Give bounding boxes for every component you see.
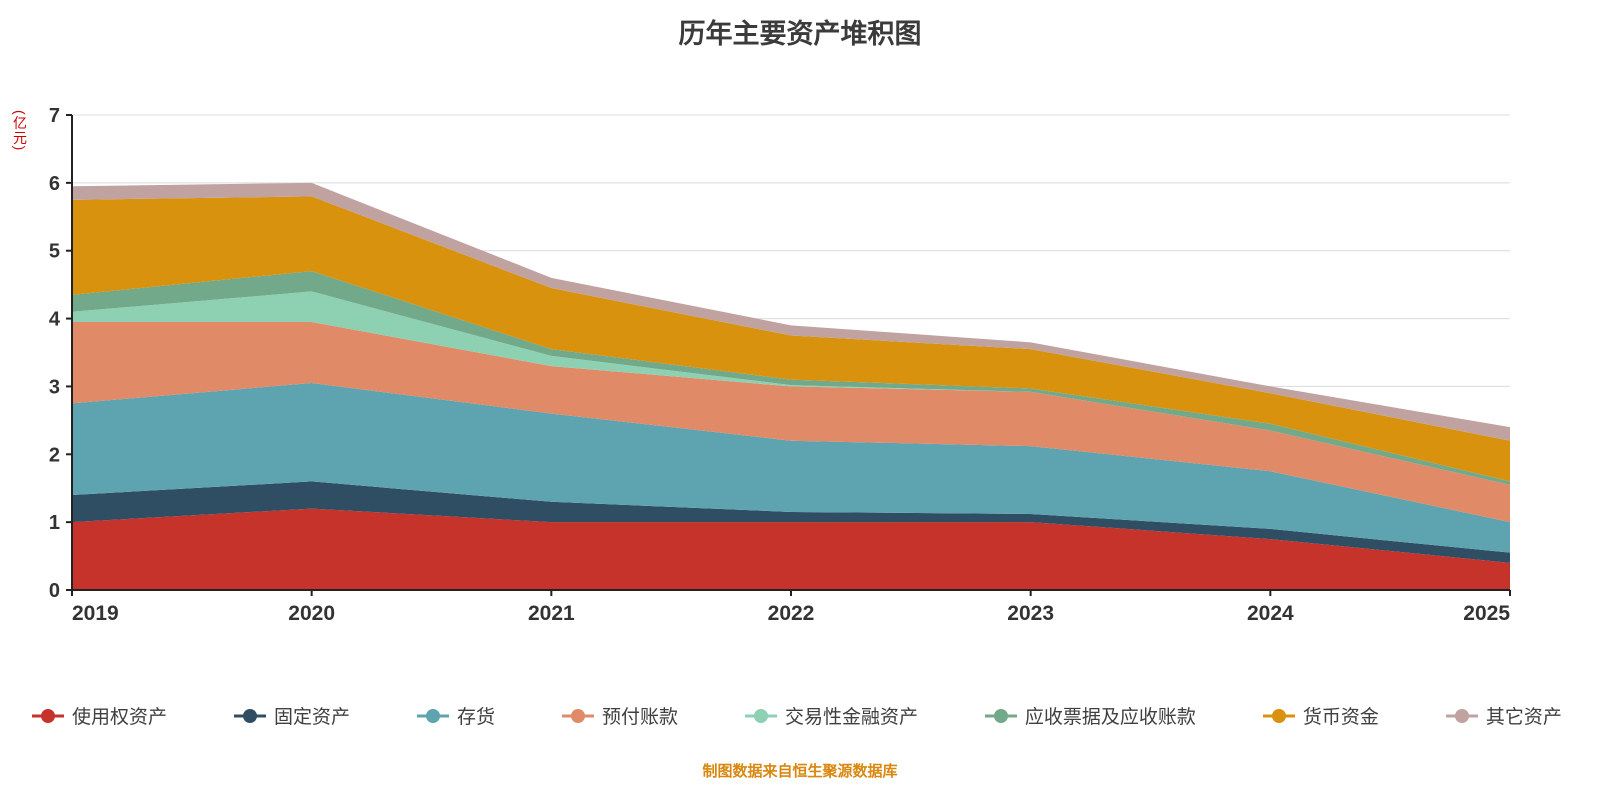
legend-label: 应收票据及应收账款: [1024, 707, 1196, 728]
legend-marker-icon: [233, 708, 266, 723]
legend-marker-icon: [561, 708, 594, 723]
legend-item-1[interactable]: 固定资产: [233, 702, 350, 729]
legend-label: 预付账款: [601, 707, 678, 728]
legend-label: 货币资金: [1302, 707, 1379, 728]
x-tick-label: 2020: [288, 602, 335, 625]
legend-marker-icon: [416, 708, 449, 723]
legend-marker-icon: [984, 708, 1017, 723]
legend-item-5[interactable]: 应收票据及应收账款: [984, 702, 1196, 729]
y-axis-unit-label: (亿元): [12, 110, 28, 152]
legend-item-6[interactable]: 货币资金: [1262, 702, 1379, 729]
legend-marker-icon: [744, 708, 777, 723]
legend-item-0[interactable]: 使用权资产: [32, 702, 167, 729]
legend-label: 固定资产: [273, 707, 350, 728]
legend-marker-icon: [32, 708, 64, 723]
area-series-3: [72, 321, 1510, 523]
legend-item-3[interactable]: 预付账款: [561, 702, 678, 729]
legend-item-4[interactable]: 交易性金融资产: [744, 702, 918, 729]
y-tick-label: 0: [49, 580, 60, 602]
chart-title: 历年主要资产堆积图: [678, 19, 922, 49]
x-tick-label: 2021: [528, 602, 575, 625]
legend-label: 交易性金融资产: [784, 707, 918, 728]
x-tick-label: 2024: [1247, 602, 1294, 625]
y-tick-label: 3: [49, 376, 60, 398]
legend-marker-icon: [1445, 708, 1478, 723]
area-series-5: [72, 271, 1510, 485]
legend-marker-icon: [1262, 708, 1295, 723]
area-series-1: [72, 481, 1510, 563]
area-series-2: [72, 383, 1510, 553]
x-tick-label: 2019: [72, 602, 119, 625]
x-tick-label: 2023: [1007, 602, 1054, 625]
legend-label: 存货: [456, 707, 495, 728]
y-tick-label: 5: [49, 241, 60, 263]
x-tick-label: 2025: [1463, 602, 1510, 625]
y-tick-label: 2: [49, 444, 60, 466]
legend-label: 使用权资产: [72, 707, 168, 728]
area-series-6: [72, 196, 1510, 482]
y-tick-label: 6: [49, 173, 60, 195]
legend-label: 其它资产: [1485, 707, 1562, 728]
y-tick-label: 4: [49, 309, 61, 331]
legend-item-7[interactable]: 其它资产: [1445, 702, 1562, 729]
y-tick-label: 1: [49, 512, 60, 534]
data-source-note: 制图数据来自恒生聚源数据库: [702, 763, 898, 780]
legend-item-2[interactable]: 存货: [416, 702, 495, 729]
area-series-4: [72, 291, 1510, 485]
legend: 使用权资产 固定资产 存货 预付账款 交易性金融资产 应收票据及应收账款 货币资金 其它资产: [32, 702, 1562, 729]
y-tick-label: 7: [49, 105, 60, 127]
area-series-0: [72, 508, 1510, 590]
x-tick-label: 2022: [768, 602, 815, 625]
plot-area: 0 1 2 3 4 5 6 7 2019 2020 2021 2022 2023 2024 2025: [49, 105, 1511, 625]
